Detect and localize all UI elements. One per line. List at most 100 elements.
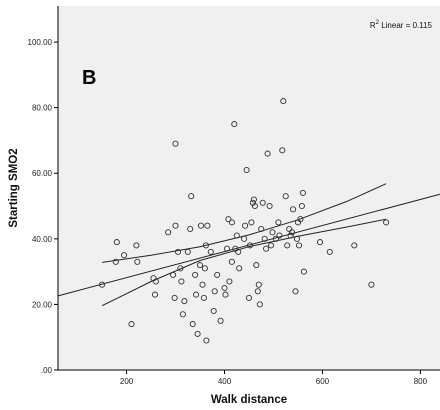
- data-point: [233, 232, 240, 239]
- data-point: [254, 288, 261, 295]
- data-point: [128, 321, 135, 328]
- plot-area: [58, 6, 440, 370]
- data-point: [287, 232, 294, 239]
- data-point: [249, 199, 256, 206]
- data-point: [243, 166, 250, 174]
- data-point: [241, 235, 248, 242]
- data-point: [172, 222, 179, 229]
- data-point: [280, 98, 287, 105]
- fit-line: [57, 193, 440, 297]
- data-point: [152, 278, 159, 285]
- data-point: [99, 281, 106, 288]
- data-point: [269, 229, 276, 236]
- x-axis-title: Walk distance: [211, 394, 287, 406]
- data-point: [276, 232, 283, 239]
- data-point: [189, 321, 196, 328]
- data-point: [121, 252, 128, 259]
- data-point: [264, 150, 271, 157]
- data-point: [133, 242, 140, 249]
- data-point: [275, 219, 282, 226]
- data-point: [236, 265, 243, 272]
- data-point: [184, 248, 191, 255]
- data-point: [292, 288, 299, 295]
- data-point: [251, 202, 258, 210]
- data-point: [245, 294, 253, 301]
- data-point: [250, 196, 257, 203]
- data-point: [248, 219, 255, 226]
- data-point: [316, 239, 324, 246]
- data-point: [217, 317, 224, 324]
- data-point: [171, 294, 178, 301]
- data-point: [326, 248, 333, 255]
- data-point: [113, 239, 120, 246]
- confidence-band-lower: [101, 218, 387, 307]
- data-point: [261, 235, 268, 242]
- data-point: [255, 281, 262, 288]
- data-point: [165, 229, 172, 236]
- data-point: [259, 199, 266, 206]
- y-tick-label: .00: [41, 366, 53, 375]
- data-point: [293, 235, 301, 242]
- data-point: [181, 298, 188, 305]
- data-point: [210, 307, 217, 315]
- x-tick-label: 400: [218, 377, 232, 386]
- data-point: [226, 278, 233, 285]
- axes-layer: .00 20.00 40.00 60.00 80.00 100.00 200 400 600 80…: [28, 6, 440, 386]
- data-point: [258, 225, 265, 233]
- data-point: [203, 337, 210, 344]
- data-point: [242, 222, 249, 229]
- data-point: [297, 216, 304, 223]
- data-point: [179, 311, 186, 318]
- data-point: [112, 258, 119, 265]
- data-point: [228, 219, 235, 226]
- data-point: [194, 330, 201, 337]
- data-point: [192, 271, 199, 278]
- data-point: [253, 262, 260, 269]
- data-point: [197, 222, 205, 229]
- y-tick-label: 100.00: [28, 38, 53, 47]
- data-point: [298, 202, 305, 210]
- data-point: [199, 281, 206, 288]
- data-point: [235, 248, 242, 255]
- data-point: [368, 281, 375, 288]
- data-point: [284, 242, 291, 249]
- data-point: [295, 242, 303, 249]
- y-tick-label: 20.00: [32, 300, 53, 309]
- data-point: [202, 242, 209, 249]
- data-point: [177, 265, 184, 272]
- fit-line-layer: [57, 193, 440, 297]
- data-point: [151, 291, 159, 298]
- data-point: [214, 271, 221, 278]
- data-point: [204, 222, 211, 229]
- y-tick-label: 60.00: [32, 169, 53, 178]
- data-point: [289, 229, 296, 236]
- data-point: [193, 291, 200, 298]
- y-tick-label: 80.00: [32, 104, 53, 113]
- data-point: [383, 219, 390, 226]
- data-point: [223, 245, 231, 252]
- data-point: [279, 147, 286, 154]
- data-point: [187, 225, 194, 233]
- data-point: [200, 294, 207, 301]
- data-point: [256, 301, 263, 308]
- data-point: [225, 216, 232, 223]
- data-point: [174, 248, 182, 255]
- data-point: [267, 242, 275, 249]
- data-point: [300, 268, 307, 275]
- data-point: [263, 245, 270, 252]
- data-point: [201, 265, 208, 272]
- data-point: [246, 242, 254, 249]
- data-point: [172, 140, 179, 147]
- data-point: [211, 288, 218, 295]
- x-tick-label: 800: [414, 377, 428, 386]
- data-point: [282, 193, 289, 200]
- data-point: [299, 189, 306, 196]
- x-tick-label: 600: [316, 377, 330, 386]
- y-axis-title: Starting SMO2: [8, 148, 20, 227]
- data-point: [196, 262, 204, 269]
- confidence-band-upper: [102, 183, 387, 263]
- data-point: [290, 206, 297, 213]
- data-point: [272, 235, 279, 242]
- r-squared-annotation: R2 Linear = 0.115: [370, 20, 433, 30]
